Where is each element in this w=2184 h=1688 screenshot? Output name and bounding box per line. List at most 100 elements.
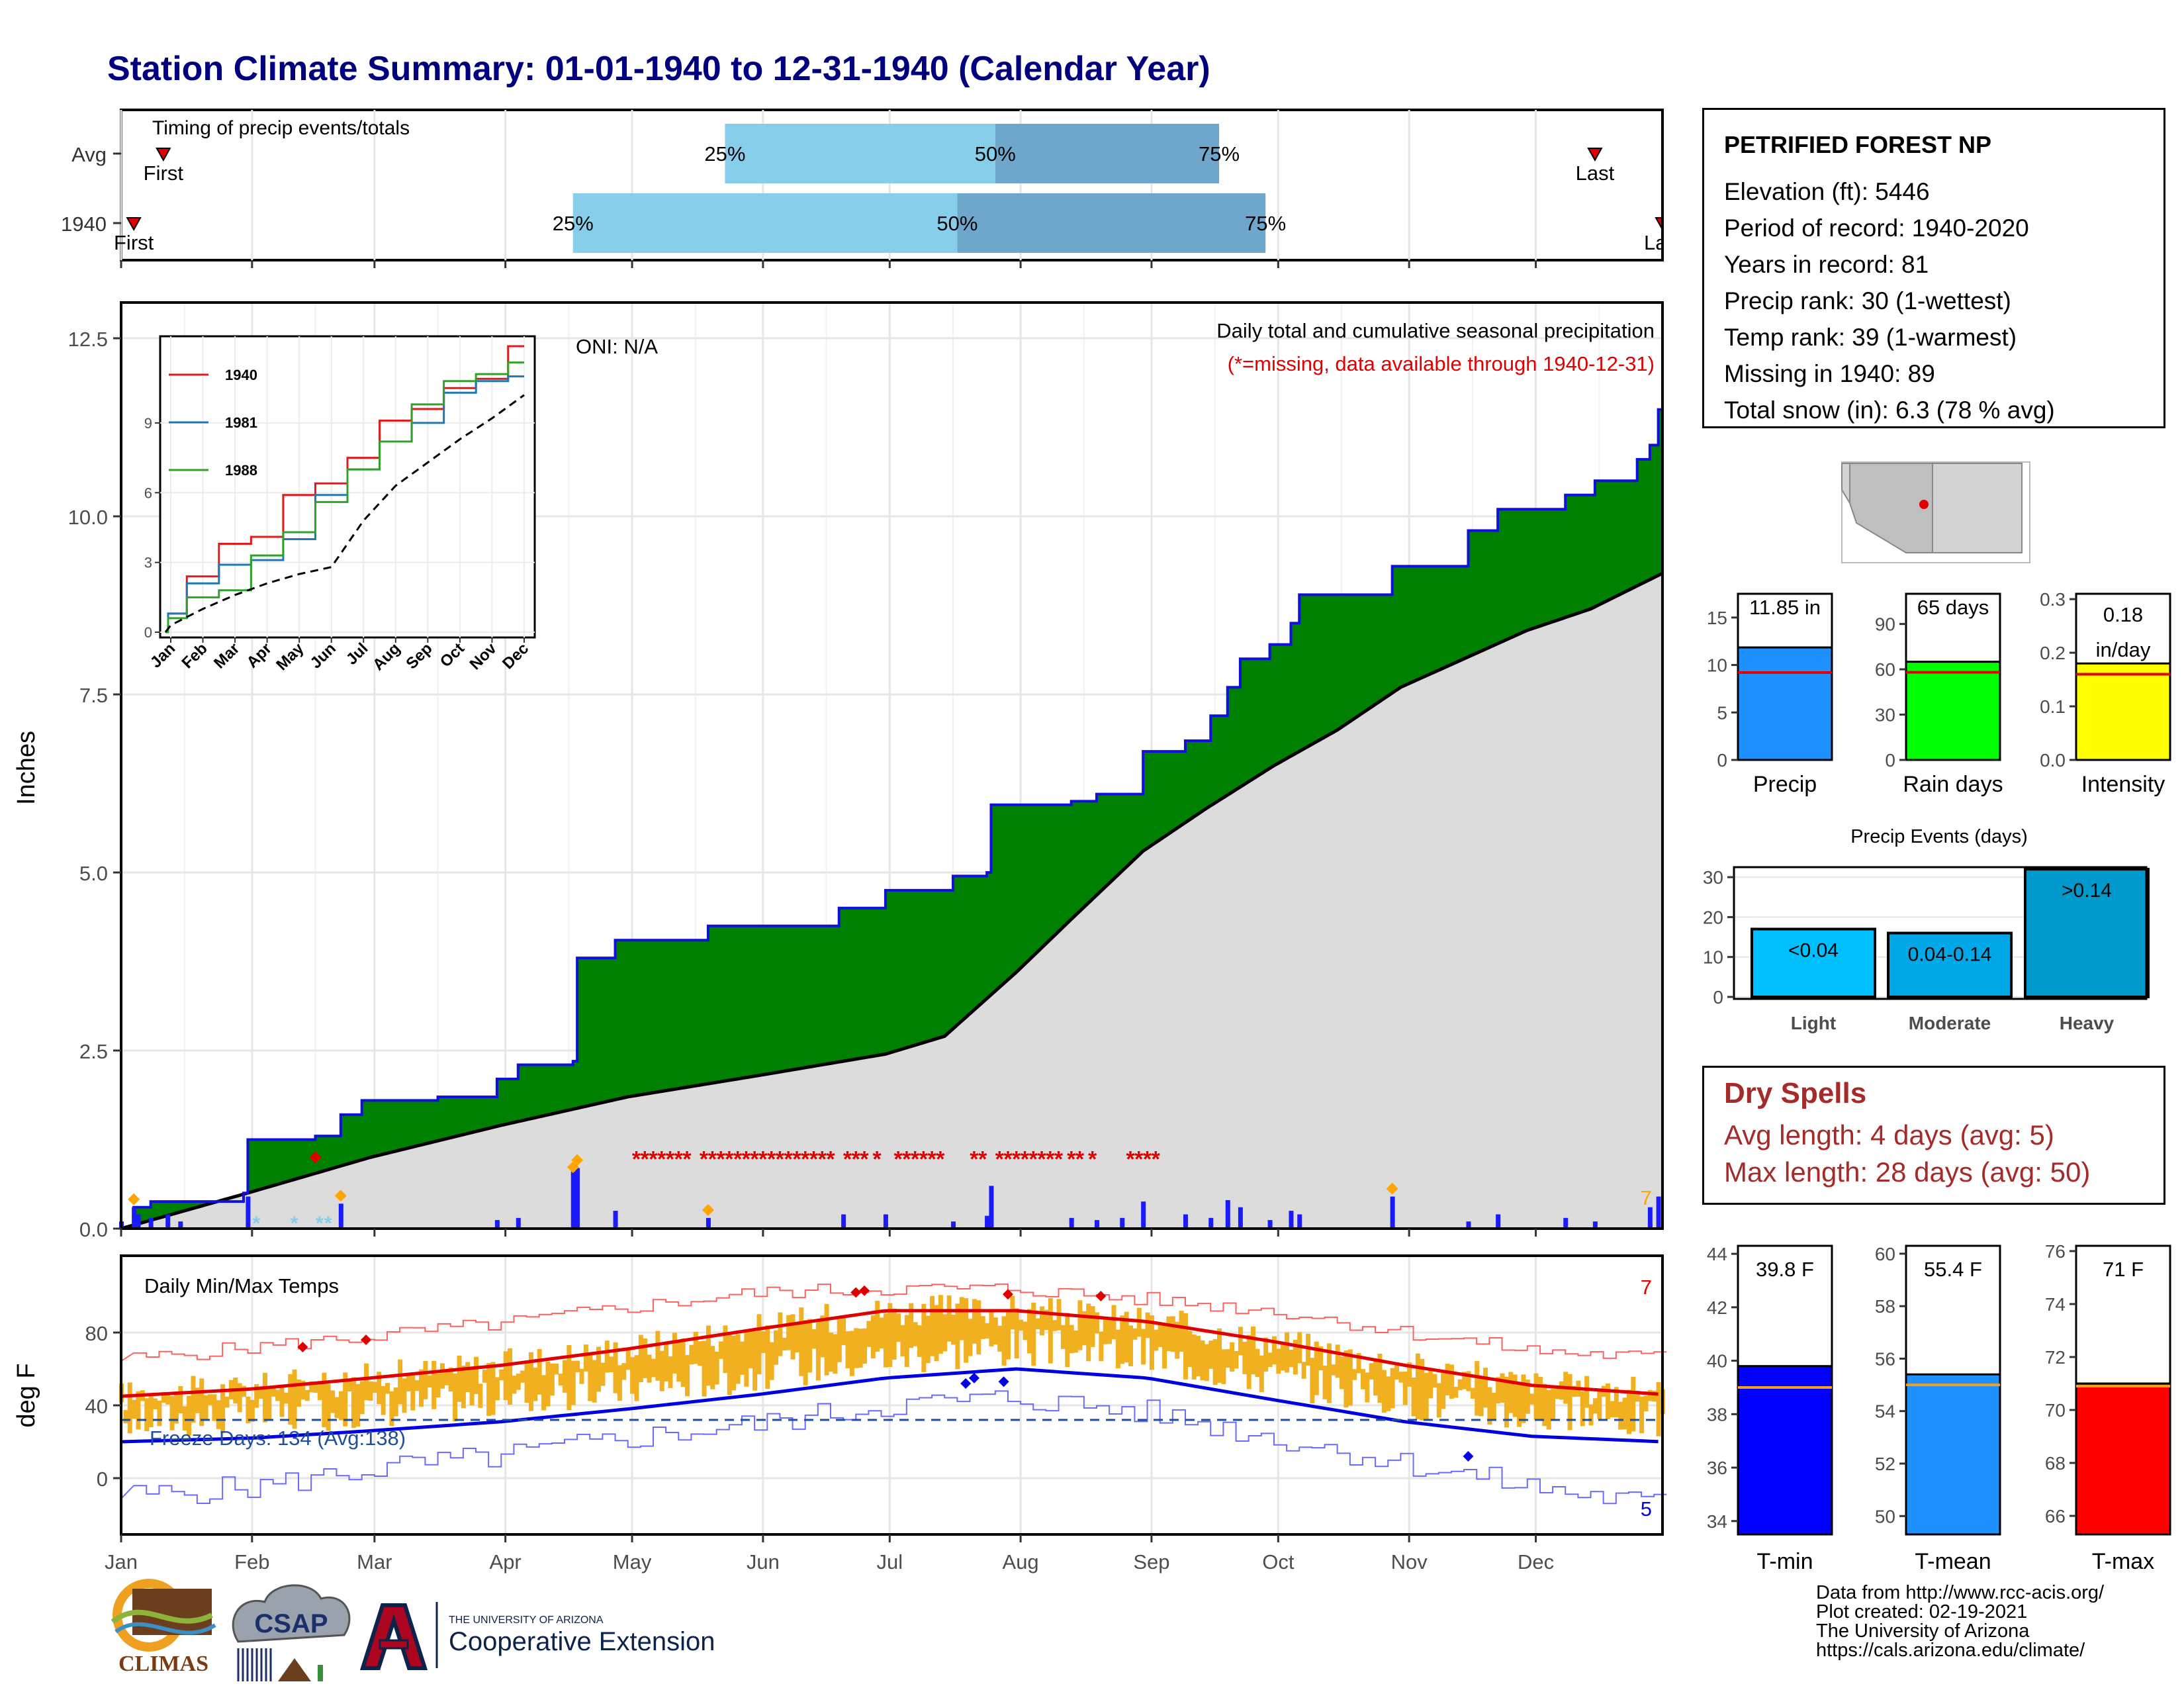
daily-temp-bar (664, 1342, 669, 1382)
record-high-marker (859, 1285, 870, 1296)
daily-temp-bar (1508, 1372, 1514, 1413)
daily-temp-bar (191, 1376, 196, 1423)
daily-temp-bar (465, 1362, 471, 1393)
daily-temp-bar (136, 1391, 141, 1430)
daily-temp-bar (938, 1295, 943, 1354)
daily-temp-bar (592, 1360, 597, 1403)
csap-logo-cloud (232, 1584, 351, 1643)
daily-temp-bar (246, 1396, 251, 1424)
precip-event-bar-moderate (1887, 931, 2013, 999)
precip-events-title: Precip Events (days) (1850, 826, 2028, 847)
daily-temp-bar (1132, 1328, 1138, 1340)
missing-day-marker: * (860, 1147, 869, 1172)
precip-1940-cumulative-line (121, 384, 1664, 1230)
missing-day-marker: * (649, 1147, 658, 1172)
missing-day-marker: * (708, 1147, 717, 1172)
daily-temp-bar (304, 1389, 310, 1401)
daily-temp-bar (1373, 1360, 1379, 1396)
daily-temp-bar (1529, 1393, 1535, 1405)
precip-y-axis-label: Inches (13, 731, 40, 805)
daily-temp-bar (1559, 1381, 1564, 1400)
missing-day-marker: * (641, 1147, 650, 1172)
daily-temp-bar (1120, 1315, 1125, 1364)
daily-temp-bar (799, 1307, 804, 1376)
precip-category-label: Precip (1753, 772, 1817, 797)
daily-temp-bar (630, 1357, 635, 1394)
daily-temp-bar (1592, 1398, 1598, 1414)
missing-day-marker: * (716, 1147, 725, 1172)
daily-temp-bar (300, 1380, 306, 1400)
daily-temp-bar (1031, 1302, 1036, 1366)
daily-temp-bar (283, 1393, 289, 1404)
daily-temp-bar (811, 1329, 817, 1349)
daily-temp-bar (1081, 1311, 1087, 1346)
daily-temp-bar (774, 1330, 779, 1365)
daily-temp-bar (765, 1325, 770, 1389)
daily-temp-bar (207, 1394, 212, 1405)
inset-line-1981 (165, 375, 524, 633)
temp-y-tick-label: 40 (85, 1395, 108, 1418)
daily-temp-bar (879, 1317, 884, 1348)
daily-temp-bar (1610, 1401, 1615, 1418)
daily-temp-bar (537, 1349, 542, 1395)
temp-corner-low: 5 (1641, 1497, 1652, 1521)
precip-y-tick-label: 7.5 (79, 684, 108, 707)
precip-event-marker (702, 1203, 714, 1216)
daily-temp-bar (794, 1323, 799, 1352)
timing-label: Timing of precip events/totals (152, 117, 410, 139)
daily-precip-bar (1496, 1214, 1501, 1229)
missing-day-marker: * (936, 1147, 945, 1172)
daily-precip-bar (136, 1214, 141, 1229)
daily-temp-bar (1230, 1342, 1235, 1372)
daily-temp-bar (1246, 1335, 1251, 1389)
snow-day-marker: * (252, 1213, 260, 1235)
snow-day-marker: * (324, 1213, 332, 1235)
daily-precip-bar (132, 1207, 137, 1229)
daily-temp-bar (182, 1406, 187, 1430)
daily-temp-bar (613, 1342, 618, 1393)
timing-row-1940-p25-label: 25% (553, 212, 594, 235)
daily-temp-bar (1428, 1368, 1433, 1399)
daily-temp-bar (1626, 1389, 1631, 1434)
precip-y-tick-label: 5.0 (79, 862, 108, 885)
precip-event-marker (1386, 1182, 1398, 1195)
missing-day-marker: * (742, 1147, 751, 1172)
month-axis-label: Jan (105, 1550, 138, 1573)
daily-temp-bar (1521, 1374, 1526, 1423)
daily-temp-bar (1141, 1329, 1146, 1365)
daily-temp-bar (1040, 1306, 1045, 1336)
daily-temp-bar (1099, 1331, 1104, 1362)
daily-temp-bar (1525, 1380, 1530, 1414)
daily-temp-bar (161, 1391, 166, 1403)
missing-day-marker: * (1021, 1147, 1030, 1172)
temp-y-tick-label: 80 (85, 1322, 108, 1345)
missing-day-marker: * (801, 1147, 810, 1172)
daily-temp-bar (508, 1348, 513, 1405)
daily-temp-bar (288, 1374, 293, 1425)
precip-y-tick-label: 12.5 (68, 328, 108, 351)
daily-temp-bar (351, 1377, 356, 1429)
credit-data-source: Data from http://www.rcc-acis.org/ (1816, 1582, 2105, 1603)
daily-temp-bar (833, 1334, 838, 1374)
missing-day-marker: * (919, 1147, 929, 1172)
timing-panel: Timing of precip events/totals Avg 25% 50% 7… (61, 109, 1690, 268)
missing-day-marker: * (1152, 1147, 1161, 1172)
daily-precip-bar (1592, 1221, 1598, 1229)
daily-temp-bar (1588, 1404, 1594, 1426)
daily-temp-bar (1094, 1312, 1099, 1334)
precip-y-tick-label: 10.0 (68, 506, 108, 529)
record-high-marker (361, 1335, 372, 1345)
daily-temp-bar (478, 1383, 483, 1408)
daily-temp-bar (1411, 1378, 1416, 1417)
missing-day-marker: * (682, 1147, 692, 1172)
daily-temp-bar (685, 1355, 690, 1397)
timing-row-avg-p75-label: 75% (1199, 142, 1240, 165)
daily-temp-bar (309, 1381, 314, 1393)
daily-temp-bar (123, 1410, 128, 1424)
daily-temp-bar (1597, 1390, 1602, 1419)
t-min-y-tick-label: 38 (1707, 1404, 1727, 1425)
missing-day-marker: * (893, 1147, 903, 1172)
credit-url: https://cals.arizona.edu/climate/ (1816, 1640, 2085, 1661)
daily-temp-bar (457, 1355, 462, 1402)
daily-temp-bar (1614, 1387, 1619, 1418)
